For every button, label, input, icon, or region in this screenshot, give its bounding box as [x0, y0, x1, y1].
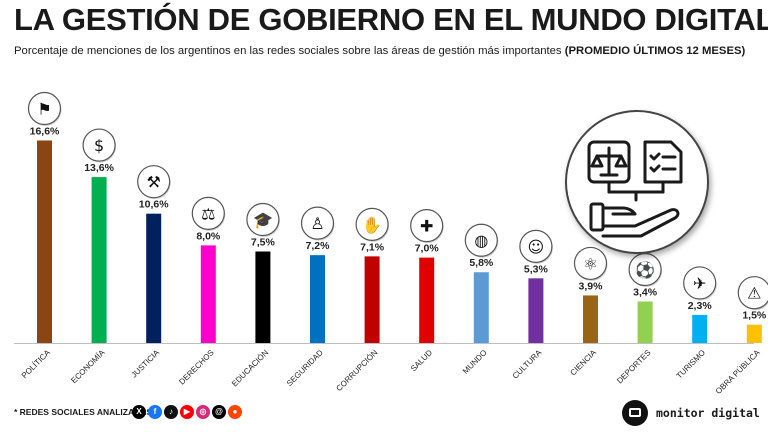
- governance-hand-icon: [565, 110, 709, 254]
- scales-seal-icon: ⚖: [191, 196, 226, 231]
- gavel-icon: ⚒: [137, 165, 171, 200]
- svg-text:⚖: ⚖: [201, 204, 215, 223]
- bar-value-label: 7,1%: [360, 241, 385, 253]
- construction-icon: ⚠: [737, 276, 768, 311]
- bar-13: [692, 314, 708, 343]
- bar-5: [255, 251, 271, 343]
- reddit-icon: ●: [228, 405, 242, 419]
- svg-text:✋: ✋: [362, 215, 382, 234]
- instagram-icon: ◎: [196, 405, 210, 419]
- svg-text:⚽: ⚽: [634, 261, 655, 280]
- category-label: SEGURIDAD: [285, 348, 325, 388]
- dollar-icon: $: [82, 128, 117, 163]
- category-label: DEPORTES: [615, 348, 652, 385]
- bar-value-label: 8,0%: [196, 230, 221, 242]
- health-cross-icon: ✚: [410, 209, 444, 244]
- svg-text:✈: ✈: [693, 274, 706, 293]
- bar-7: [364, 256, 380, 343]
- bar-value-label: 7,2%: [306, 240, 331, 252]
- monitor-logo-icon: [622, 400, 648, 426]
- bar-value-label: 5,3%: [524, 263, 549, 275]
- bar-11: [583, 295, 598, 343]
- bar-9: [473, 272, 489, 343]
- subtitle-period: (PROMEDIO ÚLTIMOS 12 MESES): [564, 45, 746, 57]
- police-officer-icon: ♙: [300, 206, 335, 241]
- category-label: ECONOMÍA: [69, 348, 107, 386]
- category-label: OBRA PÚBLICA: [714, 348, 762, 396]
- facebook-icon: f: [148, 405, 162, 419]
- bar-6: [310, 255, 325, 343]
- bar-2: [91, 177, 107, 343]
- category-label: MUNDO: [461, 348, 489, 376]
- category-label: CIENCIA: [569, 348, 599, 378]
- svg-text:⚛: ⚛: [583, 254, 597, 273]
- bar-12: [637, 301, 653, 343]
- bar-14: [746, 324, 762, 343]
- category-label: SALUD: [409, 348, 434, 373]
- bar-3: [146, 213, 162, 343]
- svg-text:♙: ♙: [310, 214, 324, 233]
- threads-icon: @: [212, 405, 226, 419]
- bar-value-label: 10,6%: [139, 199, 169, 211]
- graduation-cap-icon: 🎓: [246, 202, 280, 237]
- brand-name: monitor digital: [656, 406, 760, 420]
- footer-note: * REDES SOCIALES ANALIZADAS: [14, 407, 153, 417]
- category-label: EDUCACIÓN: [230, 348, 270, 388]
- category-label: CULTURA: [511, 348, 544, 381]
- travel-icon: ✈: [683, 266, 717, 301]
- atom-icon: ⚛: [573, 246, 608, 281]
- theater-masks-icon: ☺: [519, 229, 553, 264]
- svg-text:✚: ✚: [420, 217, 433, 236]
- bar-8: [419, 257, 435, 343]
- svg-text:$: $: [94, 136, 104, 155]
- chart-title: LA GESTIÓN DE GOBIERNO EN EL MUNDO DIGIT…: [14, 2, 768, 37]
- globe-icon: ◍: [464, 223, 499, 258]
- svg-text:⚒: ⚒: [147, 173, 161, 192]
- youtube-icon: ▶: [180, 405, 194, 419]
- bar-value-label: 7,5%: [251, 237, 276, 249]
- category-label: JUSTICIA: [130, 348, 162, 380]
- svg-text:⚑: ⚑: [37, 99, 51, 118]
- svg-text:⚠: ⚠: [747, 284, 761, 303]
- sports-balls-icon: ⚽: [628, 252, 663, 288]
- tiktok-icon: ♪: [164, 405, 178, 419]
- handshake-icon: ✋: [355, 207, 390, 242]
- bar-value-label: 3,9%: [579, 280, 604, 292]
- chart-subtitle: Porcentaje de menciones de los argentino…: [14, 45, 745, 57]
- bar-value-label: 5,8%: [469, 257, 494, 269]
- category-label: POLÍTICA: [20, 348, 53, 381]
- bar-value-label: 3,4%: [633, 287, 658, 299]
- bar-4: [200, 245, 216, 343]
- svg-text:☺: ☺: [528, 237, 545, 256]
- bar-value-label: 16,6%: [30, 125, 60, 137]
- bar-10: [528, 278, 544, 343]
- category-label: TURISMO: [675, 348, 707, 380]
- bar-value-label: 13,6%: [84, 162, 114, 174]
- brand: monitor digital: [622, 400, 760, 426]
- podium-icon: ⚑: [27, 91, 62, 126]
- category-label: CORRUPCIÓN: [334, 348, 379, 393]
- x-icon: X: [132, 405, 146, 419]
- bar-1: [37, 140, 52, 343]
- category-label: DERECHOS: [177, 348, 215, 386]
- subtitle-text: Porcentaje de menciones de los argentino…: [14, 45, 562, 57]
- bar-value-label: 7,0%: [415, 243, 440, 255]
- bar-value-label: 2,3%: [688, 300, 713, 312]
- bar-value-label: 1,5%: [742, 310, 767, 322]
- svg-text:🎓: 🎓: [253, 211, 273, 230]
- svg-text:◍: ◍: [474, 231, 488, 250]
